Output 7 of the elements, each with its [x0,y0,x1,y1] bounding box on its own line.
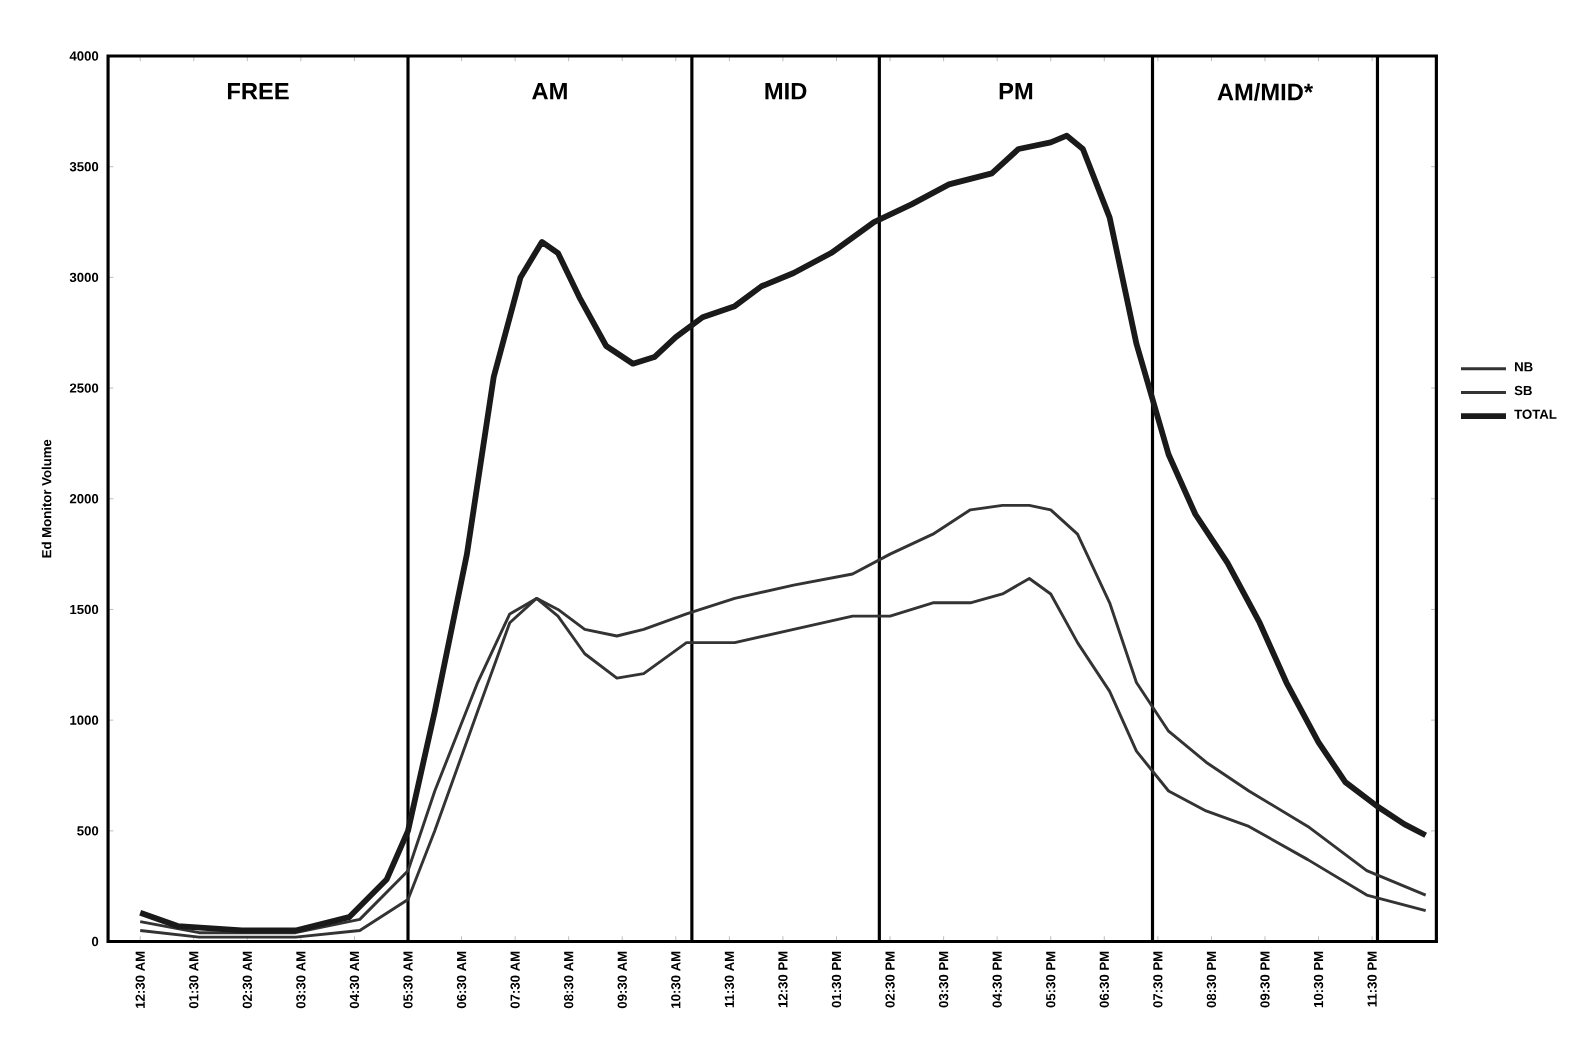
line-series [137,132,1429,934]
annotation: PM [999,83,1033,100]
line-series [138,504,1428,935]
annotation: AM [532,83,567,100]
annotation: FREE [227,83,289,100]
annotation: AM/MID* [1217,83,1314,101]
annotation: MID [765,83,807,100]
